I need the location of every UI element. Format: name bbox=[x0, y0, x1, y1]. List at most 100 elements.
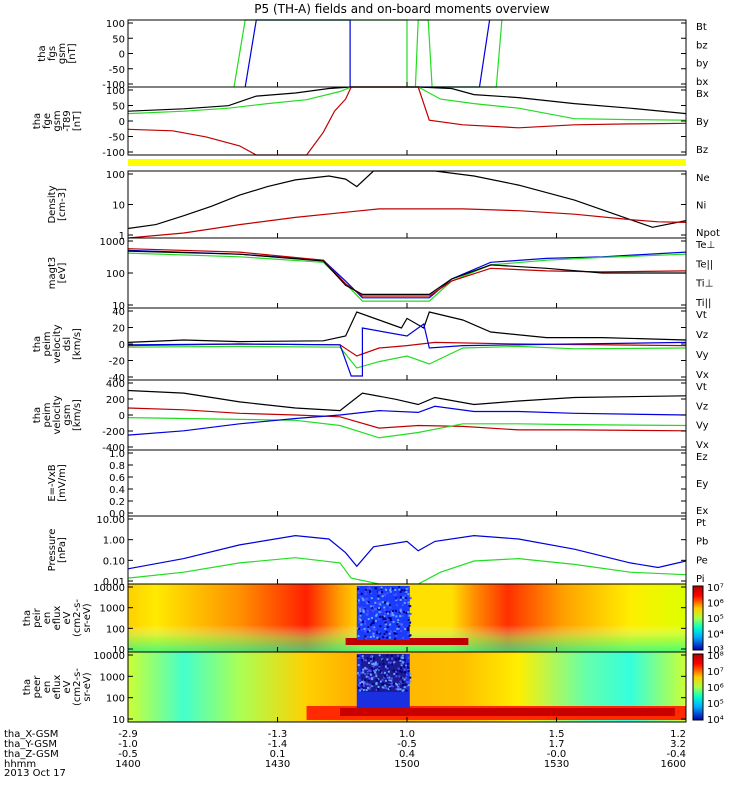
legend-entry: Pt bbox=[696, 518, 706, 529]
heatmap-noise-dot bbox=[384, 623, 387, 626]
x-row-value: 1.0 bbox=[399, 729, 415, 740]
heatmap-low-core bbox=[340, 708, 675, 716]
heatmap-noise-dot bbox=[407, 666, 410, 669]
heatmap-noise-dot bbox=[371, 677, 374, 680]
heatmap-noise-dot bbox=[402, 610, 405, 613]
heatmap-noise-dot bbox=[383, 609, 386, 612]
y-axis-label: E=-VxB bbox=[47, 464, 58, 501]
y-axis-label: sr-eV) bbox=[82, 672, 93, 701]
heatmap-noise-dot bbox=[400, 656, 403, 659]
heatmap-noise-dot bbox=[386, 658, 389, 661]
heatmap-noise-dot bbox=[409, 597, 412, 600]
heatmap-noise-dot bbox=[363, 628, 366, 631]
heatmap-noise-dot bbox=[375, 669, 378, 672]
heatmap-noise-dot bbox=[409, 620, 412, 623]
x-row-label: tha_Z-GSM bbox=[4, 749, 59, 760]
heatmap-noise-dot bbox=[381, 615, 384, 618]
figure-title: P5 (TH-A) fields and on-board moments ov… bbox=[254, 2, 550, 16]
heatmap-noise-dot bbox=[362, 682, 365, 685]
heatmap-noise-dot bbox=[387, 661, 390, 664]
heatmap-noise-dot bbox=[361, 597, 364, 600]
heatmap-noise-dot bbox=[386, 676, 389, 679]
heatmap-noise-dot bbox=[405, 681, 408, 684]
heatmap-noise-dot bbox=[381, 686, 384, 689]
heatmap-noise-dot bbox=[377, 590, 380, 593]
heatmap-noise-dot bbox=[379, 615, 382, 618]
heatmap-noise-dot bbox=[399, 609, 402, 612]
y-axis-label: fgs bbox=[47, 46, 58, 61]
heatmap-noise-dot bbox=[372, 604, 375, 607]
heatmap-noise-dot bbox=[400, 611, 403, 614]
heatmap-noise-dot bbox=[372, 670, 375, 673]
heatmap-noise-dot bbox=[379, 603, 382, 606]
heatmap-noise-dot bbox=[367, 675, 370, 678]
y-axis-label: (cm2-s- bbox=[72, 599, 83, 637]
heatmap-noise-dot bbox=[366, 657, 369, 660]
heatmap-noise-dot bbox=[366, 670, 369, 673]
heatmap-noise-dot bbox=[399, 615, 402, 618]
heatmap-noise-dot bbox=[379, 669, 382, 672]
heatmap-noise-dot bbox=[405, 587, 408, 590]
heatmap-noise-dot bbox=[401, 680, 404, 683]
heatmap-noise-dot bbox=[403, 589, 406, 592]
heatmap-noise-dot bbox=[359, 596, 362, 599]
heatmap-noise-dot bbox=[381, 595, 384, 598]
y-tick-label: 0 bbox=[119, 340, 125, 351]
heatmap-noise-dot bbox=[388, 636, 391, 639]
heatmap-noise-dot bbox=[391, 663, 394, 666]
heatmap-noise-dot bbox=[378, 632, 381, 635]
legend-entry: Vy bbox=[696, 350, 709, 361]
heatmap-noise-dot bbox=[371, 678, 374, 681]
x-row-value: -0.4 bbox=[666, 749, 686, 760]
heatmap-noise-dot bbox=[374, 671, 377, 674]
heatmap-noise-dot bbox=[387, 688, 390, 691]
heatmap-noise-dot bbox=[378, 669, 381, 672]
heatmap-noise-dot bbox=[393, 632, 396, 635]
heatmap-noise-dot bbox=[367, 618, 370, 621]
heatmap-noise-dot bbox=[373, 663, 376, 666]
panel-frame bbox=[127, 515, 687, 585]
heatmap-noise-dot bbox=[394, 657, 397, 660]
heatmap-noise-dot bbox=[393, 593, 396, 596]
heatmap-noise-dot bbox=[362, 684, 365, 687]
heatmap-noise-dot bbox=[392, 610, 395, 613]
heatmap-noise-dot bbox=[383, 671, 386, 674]
legend-entry: Ti|| bbox=[695, 298, 711, 309]
heatmap-noise-dot bbox=[389, 623, 392, 626]
y-axis-label: peer bbox=[32, 675, 43, 699]
legend-entry: Ni bbox=[696, 201, 706, 212]
heatmap-noise-dot bbox=[370, 655, 373, 658]
colorbar-label: 10⁷ bbox=[707, 667, 724, 678]
heatmap-noise-dot bbox=[402, 689, 405, 692]
heatmap-noise-dot bbox=[398, 656, 401, 659]
heatmap-noise-dot bbox=[400, 676, 403, 679]
heatmap-noise-dot bbox=[365, 613, 368, 616]
heatmap-noise-dot bbox=[409, 680, 412, 683]
colorbar-label: 10⁷ bbox=[707, 583, 724, 594]
legend-entry: Bx bbox=[696, 89, 709, 100]
heatmap-noise-dot bbox=[383, 615, 386, 618]
heatmap-noise-dot bbox=[386, 626, 389, 629]
heatmap-noise-dot bbox=[360, 606, 363, 609]
heatmap-noise-dot bbox=[387, 668, 390, 671]
heatmap-noise-dot bbox=[404, 598, 407, 601]
heatmap-noise-dot bbox=[369, 670, 372, 673]
y-tick-label: -50 bbox=[109, 65, 125, 76]
heatmap-noise-dot bbox=[385, 687, 388, 690]
heatmap-noise-dot bbox=[401, 660, 404, 663]
heatmap-noise-dot bbox=[379, 680, 382, 683]
heatmap-noise-dot bbox=[394, 609, 397, 612]
series-Vt bbox=[127, 389, 687, 412]
panel-6: 400 200 0 -200 -400 tha peim velocity gsm [km/s] V… bbox=[32, 379, 709, 454]
heatmap-noise-dot bbox=[384, 612, 387, 615]
heatmap-noise-dot bbox=[407, 670, 410, 673]
heatmap-noise-dot bbox=[395, 672, 398, 675]
heatmap-noise-dot bbox=[372, 632, 375, 635]
heatmap-noise-dot bbox=[404, 664, 407, 667]
heatmap-noise-dot bbox=[368, 687, 371, 690]
heatmap-noise-dot bbox=[408, 594, 411, 597]
y-axis-label: peim bbox=[42, 331, 53, 356]
y-tick-label: 10 bbox=[112, 715, 125, 726]
heatmap-noise-dot bbox=[371, 684, 374, 687]
